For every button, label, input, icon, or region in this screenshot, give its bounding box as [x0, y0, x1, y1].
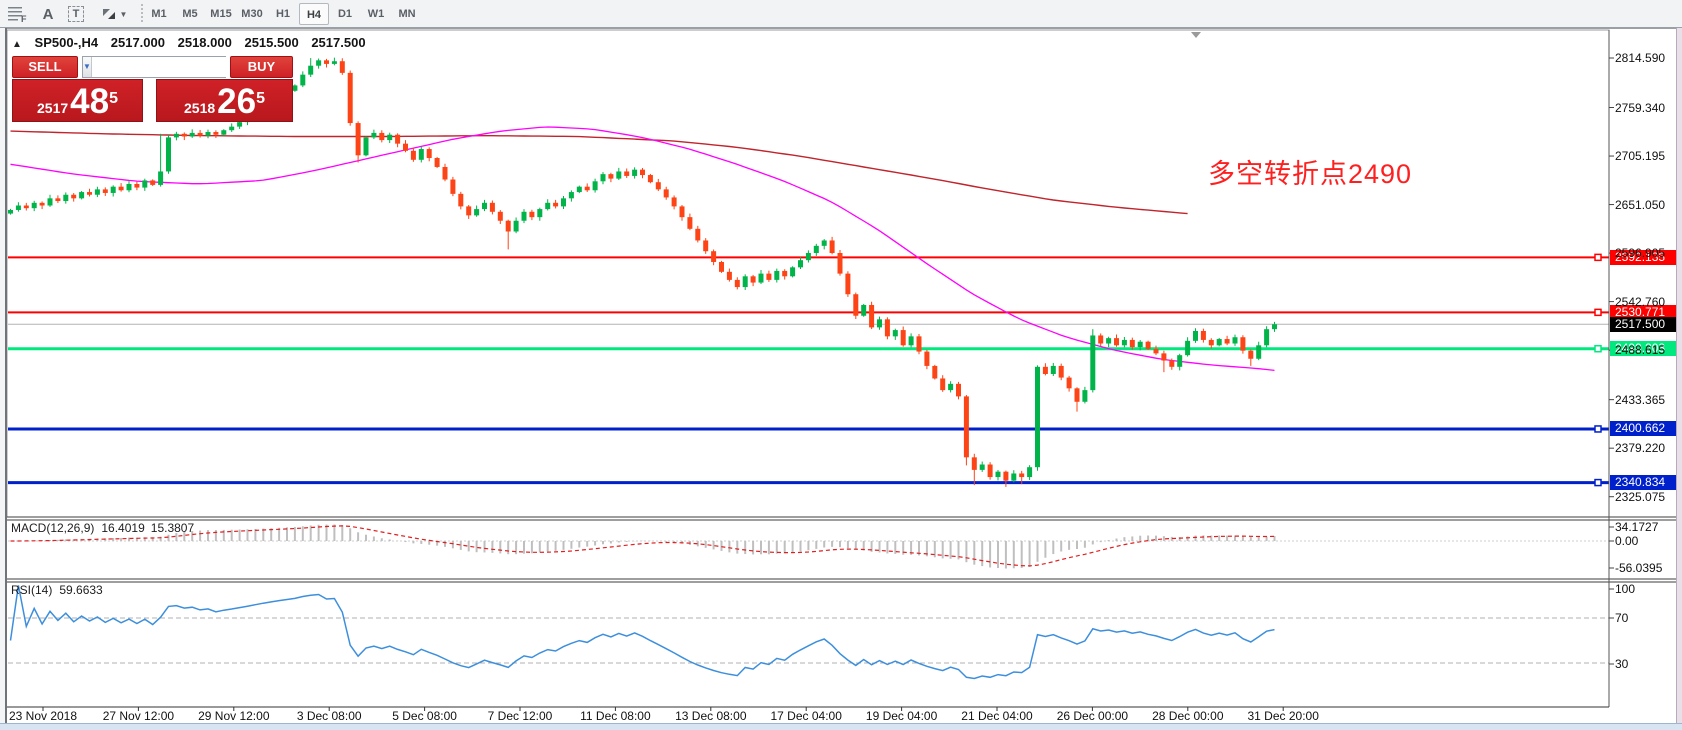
sell-price-pip: 5: [109, 90, 118, 107]
window-bottom-border: [0, 723, 1682, 730]
time-axis-label: 3 Dec 08:00: [296, 709, 362, 723]
window-right-border: [1676, 28, 1682, 730]
price-tick-label: 2433.365: [1615, 392, 1666, 407]
price-tick-label: 2596.905: [1615, 246, 1666, 261]
collapse-arrow-icon[interactable]: ▲: [12, 39, 22, 50]
grid-f-tool-button[interactable]: F: [4, 2, 32, 26]
time-axis-label: 7 Dec 12:00: [487, 709, 553, 723]
arrows-icon: [102, 9, 115, 19]
price-tick-label: 2705.195: [1615, 149, 1666, 164]
price-tick-label: 2651.050: [1615, 197, 1666, 212]
macd-histogram: [17, 524, 1276, 569]
ma-fast-line: [10, 126, 1275, 372]
hline-handle-2530.771[interactable]: [1594, 308, 1602, 317]
time-axis-label: 28 Dec 00:00: [1152, 709, 1224, 723]
high-value: 2518.000: [177, 35, 232, 50]
time-axis-label: 5 Dec 08:00: [392, 709, 457, 723]
time-axis-label: 19 Dec 04:00: [865, 709, 938, 723]
open-value: 2517.000: [110, 35, 165, 50]
toolbar-grip[interactable]: [140, 4, 145, 24]
rsi-line: [9, 585, 1275, 680]
window-left-border: [0, 28, 7, 730]
indicator-scale-label: 34.1727: [1615, 520, 1659, 534]
hline-price-label: 2340.834: [1610, 475, 1676, 491]
chart-ohlc-header: ▲ SP500-,H4 2517.000 2518.000 2515.500 2…: [12, 35, 375, 50]
one-click-trading-widget: SELL ▼ ▲ BUY 2517 48 5 2518 26 5: [12, 56, 293, 122]
symbol-period-label: SP500-,H4: [34, 35, 99, 50]
buy-price-prefix: 2518: [184, 100, 216, 116]
hline-handle-2400.662[interactable]: [1594, 425, 1602, 433]
timeframe-button-H1[interactable]: H1: [275, 8, 291, 20]
hline-price-label: 2530.771: [1610, 304, 1676, 320]
price-tick-label: 2542.760: [1615, 294, 1666, 309]
indicator-scale-label: 30: [1615, 657, 1629, 671]
candles: [8, 57, 1277, 487]
hline-handle-2490.208[interactable]: [1594, 344, 1602, 353]
buy-price-main: 26: [217, 82, 257, 121]
time-axis-label: 26 Dec 00:00: [1056, 709, 1129, 723]
boxed-t-icon: T: [67, 6, 85, 22]
buy-price-panel[interactable]: 2518 26 5: [156, 79, 293, 122]
price-tick-label: 2379.220: [1615, 441, 1666, 456]
grid-f-icon: F: [8, 7, 27, 22]
buy-price-pip: 5: [256, 90, 265, 107]
close-value: 2517.500: [311, 35, 366, 50]
time-axis-label: 11 Dec 08:00: [580, 709, 651, 723]
chart-shift-marker-icon: [1191, 32, 1201, 38]
timeframe-button-M5[interactable]: M5: [182, 8, 198, 20]
time-axis-label: 23 Nov 2018: [8, 709, 78, 723]
sell-price-prefix: 2517: [37, 100, 69, 116]
time-axis-label: 17 Dec 04:00: [770, 709, 842, 723]
macd-signal-line: [10, 525, 1275, 567]
text-tool-button[interactable]: T: [62, 2, 90, 26]
low-value: 2515.500: [244, 35, 299, 50]
timeframe-button-D1[interactable]: D1: [337, 8, 353, 20]
volume-spinner: ▼ ▲: [82, 56, 288, 78]
indicator-scale-label: 100: [1615, 582, 1636, 596]
ma-slow-line: [10, 130, 1188, 215]
sell-button[interactable]: SELL: [12, 56, 78, 78]
hline-price-label: 2490.208: [1610, 341, 1676, 357]
chart-text-annotation[interactable]: 多空转折点2490: [1208, 159, 1413, 189]
arrows-tool-button[interactable]: ▼: [94, 2, 134, 26]
timeframe-button-M15[interactable]: M15: [210, 8, 232, 20]
volume-decrease-button[interactable]: ▼: [83, 57, 92, 77]
price-tick-label: 2759.340: [1615, 100, 1666, 115]
sell-price-main: 48: [70, 82, 110, 121]
text-label-tool-button[interactable]: A: [36, 2, 60, 26]
sell-price-panel[interactable]: 2517 48 5: [12, 79, 143, 122]
hline-price-label: 2592.135: [1610, 249, 1676, 265]
dropdown-caret-icon: ▼: [119, 9, 128, 19]
timeframe-button-MN[interactable]: MN: [398, 8, 416, 20]
timeframe-button-H4[interactable]: H4: [299, 3, 329, 25]
time-axis-label: 13 Dec 08:00: [675, 709, 747, 723]
price-tick-label: 2325.075: [1615, 489, 1666, 504]
indicator-scale-label: 70: [1615, 611, 1629, 625]
timeframe-button-M30[interactable]: M30: [241, 8, 263, 20]
time-axis-label: 29 Nov 12:00: [198, 709, 270, 723]
rsi-indicator-label: RSI(14) 59.6633: [11, 583, 103, 597]
hline-handle-2592.135[interactable]: [1594, 253, 1602, 262]
price-tick-label: 2488.615: [1615, 343, 1666, 358]
hline-handle-2340.834[interactable]: [1594, 478, 1602, 487]
indicator-scale-label: -56.0395: [1615, 561, 1663, 575]
macd-indicator-label: MACD(12,26,9) 16.4019 15.3807: [11, 521, 195, 535]
hline-price-label: 2400.662: [1610, 421, 1676, 437]
buy-button[interactable]: BUY: [230, 56, 293, 78]
bid-price-label: 2517.500: [1610, 316, 1676, 332]
toolbar: F A T ▼ M1 M5 M15 M30 H1 H4 D1 W1 MN: [0, 0, 1682, 28]
time-axis-label: 27 Nov 12:00: [102, 709, 175, 723]
time-axis-label: 31 Dec 20:00: [1247, 709, 1319, 723]
indicator-scale-label: 0.00: [1615, 534, 1639, 548]
letter-a-icon: A: [42, 5, 54, 23]
time-axis-label: 21 Dec 04:00: [961, 709, 1033, 723]
timeframe-button-W1[interactable]: W1: [367, 8, 385, 20]
timeframe-button-M1[interactable]: M1: [151, 8, 167, 20]
price-tick-label: 2814.590: [1615, 51, 1666, 65]
chart-plot-area[interactable]: [7, 30, 1609, 707]
svg-text:F: F: [21, 14, 27, 22]
